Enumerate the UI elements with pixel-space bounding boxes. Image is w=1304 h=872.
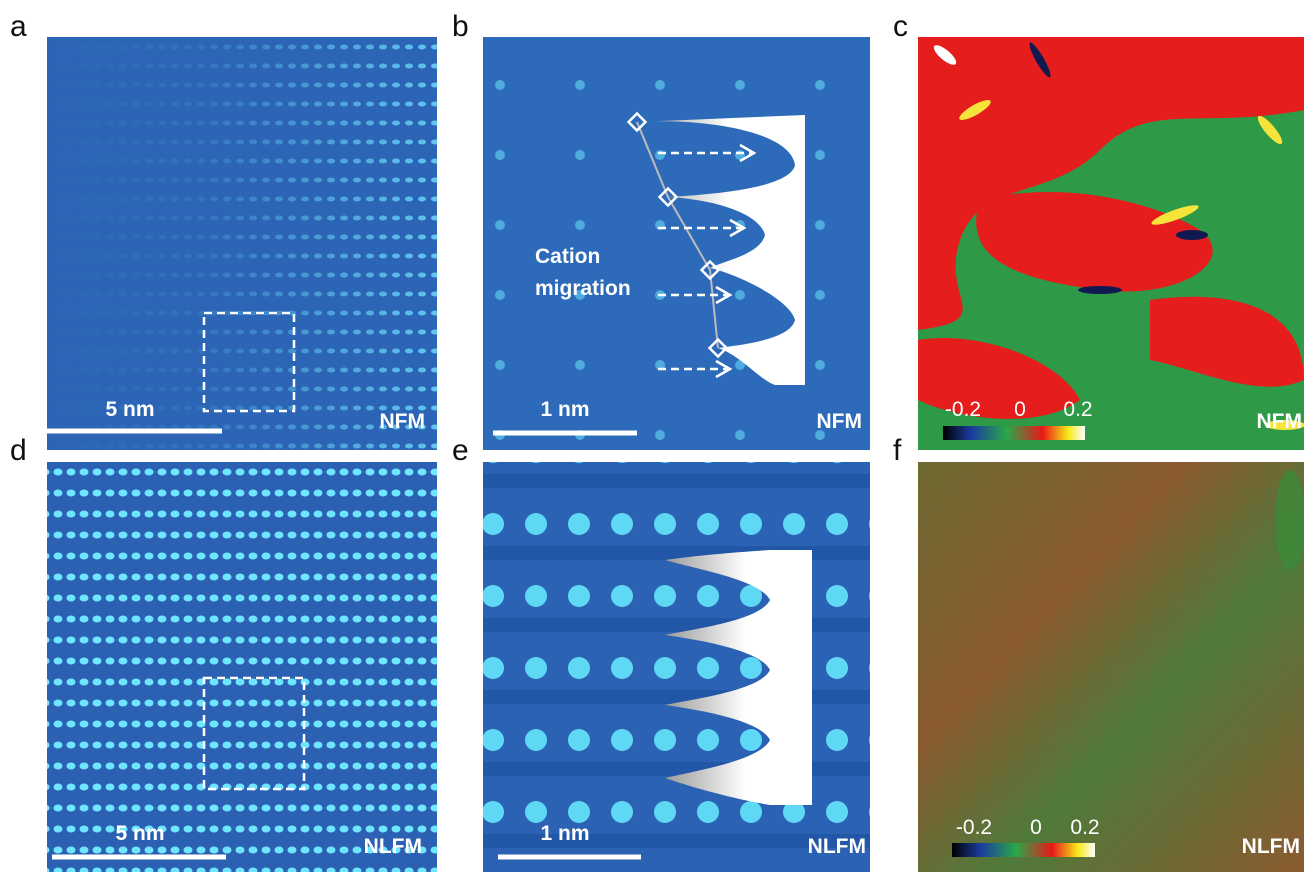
scale-bar-label: 5 nm (115, 822, 164, 845)
panel-letter: e (452, 434, 469, 467)
sample-label: NLFM (808, 835, 866, 858)
strain-region (1275, 470, 1304, 570)
panel-letter: c (893, 10, 908, 43)
annotation: migration (535, 277, 631, 300)
scale-bar-label: 1 nm (540, 822, 589, 845)
panel-letter: b (452, 10, 469, 43)
colorbar-label: 0 (1014, 398, 1026, 421)
figure: a 5 nm NFM b Cation migration 1 nm NFM c (0, 0, 1304, 872)
sample-label: NFM (1257, 410, 1303, 433)
colorbar-label: -0.2 (945, 398, 981, 421)
colorbar (952, 843, 1095, 857)
sample-label: NLFM (1242, 835, 1300, 858)
colorbar-label: 0.2 (1070, 816, 1099, 839)
colorbar (943, 426, 1085, 440)
panel-letter: f (893, 434, 902, 467)
colorbar-label: 0 (1030, 816, 1042, 839)
scale-bar-label: 1 nm (540, 398, 589, 421)
panel-letter: a (10, 10, 27, 43)
atom-columns (483, 37, 870, 450)
scale-bar-label: 5 nm (105, 398, 154, 421)
atom-columns (47, 37, 437, 450)
sample-label: NFM (380, 410, 426, 433)
annotation: Cation (535, 245, 600, 268)
sample-label: NFM (817, 410, 863, 433)
panel-letter: d (10, 434, 27, 467)
strain-map (918, 462, 1304, 872)
atom-columns (47, 462, 437, 872)
colorbar-label: 0.2 (1063, 398, 1092, 421)
sample-label: NLFM (364, 835, 422, 858)
colorbar-label: -0.2 (956, 816, 992, 839)
